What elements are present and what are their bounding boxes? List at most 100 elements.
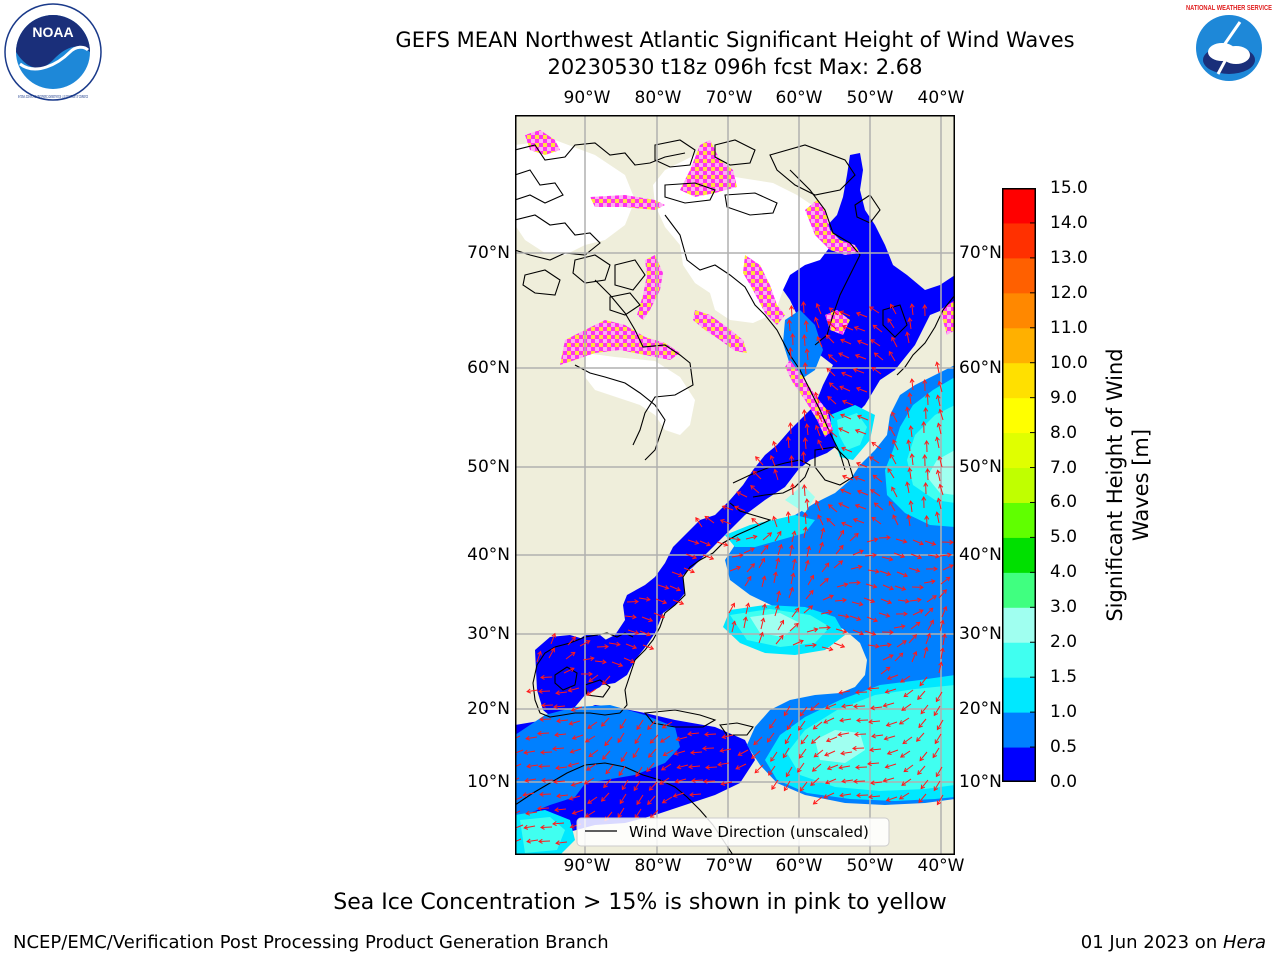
wave-direction-arrow-head (786, 319, 792, 324)
lon-label-bottom: 90°W (563, 856, 611, 876)
wave-direction-arrow-head (827, 429, 833, 434)
wave-direction-arrow (883, 777, 895, 782)
wave-direction-arrow (662, 721, 673, 729)
wave-direction-arrow-head (909, 378, 915, 383)
wave-direction-arrow (927, 393, 929, 406)
wave-direction-arrow-head (801, 484, 807, 489)
wave-direction-arrow-head (825, 779, 830, 785)
wave-direction-arrow (625, 643, 637, 649)
wave-direction-arrow (907, 440, 911, 452)
wave-direction-arrow (689, 793, 702, 796)
wave-direction-arrow-head (760, 617, 766, 623)
wave-direction-arrow-head (889, 585, 894, 591)
colorbar-tick-label: 2.0 (1050, 632, 1078, 653)
wave-direction-arrow-head (912, 650, 918, 656)
wave-direction-arrow-head (817, 514, 822, 520)
wave-direction-arrow (602, 750, 611, 760)
wave-direction-arrow (647, 720, 656, 730)
wave-direction-arrow (906, 482, 910, 494)
wave-direction-arrow-head (841, 778, 846, 784)
wave-direction-arrow (936, 362, 940, 374)
wave-direction-arrow-head (812, 642, 817, 648)
wave-direction-arrow-head (888, 500, 894, 506)
wave-direction-arrow-head (746, 575, 752, 581)
wave-direction-arrow-head (892, 514, 897, 520)
wave-direction-arrow (839, 765, 851, 769)
wave-direction-arrow-head (802, 526, 808, 532)
wave-direction-arrow (633, 780, 641, 791)
wave-direction-arrow-head (648, 617, 654, 623)
wave-direction-arrow-head (814, 499, 820, 505)
wave-direction-arrow-head (801, 301, 807, 306)
wave-direction-arrow (789, 347, 792, 360)
wave-direction-arrow (872, 324, 883, 333)
wave-direction-arrow (524, 825, 536, 829)
wave-direction-arrow-head (802, 362, 808, 367)
colorbar-cell (1002, 747, 1036, 782)
wave-direction-arrow (650, 809, 659, 819)
wave-direction-arrow-head (884, 764, 890, 769)
wave-direction-arrow (893, 552, 905, 558)
wave-direction-arrow (671, 571, 683, 577)
wave-direction-arrow-head (800, 739, 806, 745)
colorbar-tick-label: 8.0 (1050, 422, 1078, 443)
wave-direction-arrow-head (660, 766, 666, 771)
wave-direction-arrow-head (552, 746, 557, 752)
wave-direction-arrow-head (919, 584, 924, 590)
wave-direction-arrow (797, 762, 805, 773)
wave-direction-arrow (555, 808, 567, 811)
wave-direction-arrow (626, 601, 639, 603)
wave-direction-arrow-head (855, 764, 860, 770)
wave-direction-arrow (792, 640, 804, 646)
wave-direction-arrow (601, 792, 610, 802)
wave-direction-arrow (775, 558, 779, 570)
wave-direction-arrow-head (810, 706, 815, 712)
wave-direction-arrow (899, 717, 910, 725)
wave-direction-arrow (891, 336, 898, 348)
wave-direction-arrow (536, 651, 542, 663)
wave-direction-arrow (553, 705, 566, 708)
lat-label-right: 10°N (959, 772, 1002, 792)
wave-direction-arrow (827, 321, 837, 330)
wave-direction-arrow (903, 764, 914, 772)
wave-direction-arrow-head (869, 456, 874, 461)
wave-direction-arrow (865, 583, 877, 588)
wave-direction-arrow (571, 781, 583, 786)
wave-direction-arrow (918, 793, 927, 803)
coastlines (515, 139, 908, 338)
wave-direction-arrow-head (570, 651, 576, 657)
wave-direction-arrow (852, 550, 864, 556)
wave-direction-arrow-head (526, 688, 531, 694)
colorbar-cell (1002, 537, 1036, 573)
wave-direction-arrow-head (630, 658, 635, 664)
wave-direction-arrow-head (840, 338, 845, 344)
sea-ice-edge (560, 320, 680, 365)
wave-direction-arrow-head (933, 786, 939, 792)
wave-direction-arrow (886, 721, 898, 727)
wave-direction-arrow-head (537, 805, 542, 811)
wave-direction-arrow (934, 733, 942, 744)
wave-direction-arrow-head (888, 654, 894, 659)
wave-direction-arrow-head (555, 765, 560, 771)
wave-direction-arrow (815, 425, 821, 437)
wave-direction-arrow (939, 554, 951, 557)
wave-direction-arrow (587, 721, 598, 729)
wave-direction-arrow (900, 675, 911, 683)
wave-direction-arrow (541, 779, 554, 781)
wave-direction-arrow-head (885, 612, 891, 618)
wave-direction-arrow-head (664, 585, 670, 590)
wave-direction-arrow-head (875, 643, 880, 649)
wave-direction-arrow-head (649, 738, 655, 744)
footer-date: 01 Jun 2023 on Hera (1080, 932, 1266, 953)
wave-direction-arrow-head (856, 414, 862, 420)
wave-direction-arrow-head (909, 303, 915, 308)
wave-direction-arrow-head (761, 603, 767, 609)
wave-direction-arrow (552, 822, 565, 825)
wave-direction-arrow-head (540, 674, 545, 680)
wave-direction-arrow (655, 598, 667, 604)
wave-direction-arrow (803, 527, 807, 539)
wave-direction-arrow (776, 591, 780, 603)
wave-direction-arrow-head (537, 730, 542, 736)
wave-direction-arrow (639, 630, 651, 636)
wave-direction-arrow (857, 490, 869, 496)
